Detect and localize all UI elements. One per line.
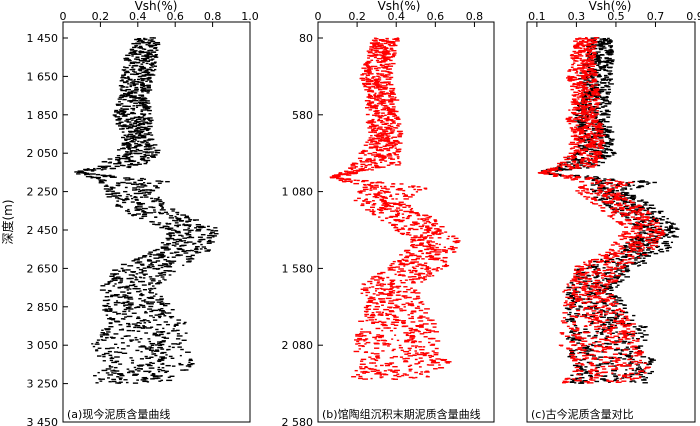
y-tick-label: 1 080 [282, 186, 314, 199]
y-tick-label: 3 050 [27, 339, 59, 352]
panel-a-y-ticks: 1 450 1 650 1 850 2 050 2 250 2 450 2 650 2 850… [27, 32, 68, 426]
x-tick-label: 1.0 [241, 10, 259, 23]
panel-b-y-ticks: 80 580 1 080 1 580 2 080 2 580 [282, 32, 323, 426]
panel-b-x-title: Vsh(%) [378, 0, 421, 13]
y-tick-label: 1 650 [27, 70, 59, 83]
panel-b-frame [317, 21, 495, 423]
panel-a: 0 0.2 0.4 0.6 0.8 1.0 1 450 1 650 1 850 2 050 2 2… [0, 0, 259, 426]
x-tick-label: 0.2 [348, 10, 366, 23]
x-tick-label: 0.4 [387, 10, 405, 23]
x-tick-label: 0.8 [204, 10, 222, 23]
panel-c: 0.10.30.50.70.9 Vsh(%) (c)古今泥质含量对比 [526, 0, 700, 423]
x-tick-label: 0.8 [466, 10, 484, 23]
panel-a-x-ticks: 0 0.2 0.4 0.6 0.8 1.0 [60, 10, 259, 27]
y-tick-label: 2 850 [27, 301, 59, 314]
y-tick-label: 2 050 [27, 147, 59, 160]
x-tick-label: 0.6 [427, 10, 445, 23]
y-tick-label: 80 [299, 32, 313, 45]
panel-a-label: (a)现今泥质含量曲线 [67, 407, 170, 421]
panel-a-marks [74, 37, 219, 384]
panel-a-x-title: Vsh(%) [135, 0, 178, 13]
x-tick-label: 0 [315, 10, 322, 23]
panel-a-y-title: 深度(m) [0, 199, 15, 244]
y-tick-label: 2 650 [27, 262, 59, 275]
x-tick-label: 0.2 [92, 10, 110, 23]
y-tick-label: 2 580 [282, 416, 314, 426]
y-tick-label: 2 250 [27, 186, 59, 199]
panel-b-label: (b)馆陶组沉积末期泥质含量曲线 [322, 407, 481, 421]
y-tick-label: 2 450 [27, 224, 59, 237]
x-tick-label: 0 [60, 10, 67, 23]
panel-a-frame [62, 21, 251, 423]
x-tick-label: 0.4 [129, 10, 147, 23]
y-tick-label: 1 850 [27, 109, 59, 122]
y-tick-label: 1 580 [282, 262, 314, 275]
panel-c-marks [537, 36, 680, 384]
y-tick-label: 580 [292, 109, 313, 122]
y-tick-label: 3 250 [27, 378, 59, 391]
series-1 [329, 37, 461, 380]
x-tick-label: 0.6 [166, 10, 184, 23]
series-2 [537, 36, 666, 384]
y-tick-label: 1 450 [27, 32, 59, 45]
y-tick-label: 2 080 [282, 339, 314, 352]
series-1 [74, 37, 219, 384]
panel-b-x-ticks: 0 0.2 0.4 0.6 0.8 [315, 10, 484, 27]
y-tick-label: 3 450 [27, 416, 59, 426]
panel-b-marks [329, 37, 461, 380]
